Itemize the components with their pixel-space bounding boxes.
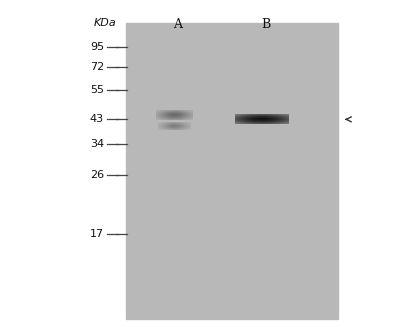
Text: 95: 95 — [90, 43, 104, 52]
Text: B: B — [261, 18, 271, 31]
Bar — [126, 23, 338, 319]
Text: 34: 34 — [90, 139, 104, 149]
Text: 72: 72 — [90, 62, 104, 72]
Text: A: A — [174, 18, 182, 31]
Text: 26: 26 — [90, 170, 104, 180]
Text: 43: 43 — [90, 114, 104, 124]
Text: 55: 55 — [90, 85, 104, 95]
Text: 17: 17 — [90, 229, 104, 239]
Text: KDa: KDa — [93, 18, 116, 28]
